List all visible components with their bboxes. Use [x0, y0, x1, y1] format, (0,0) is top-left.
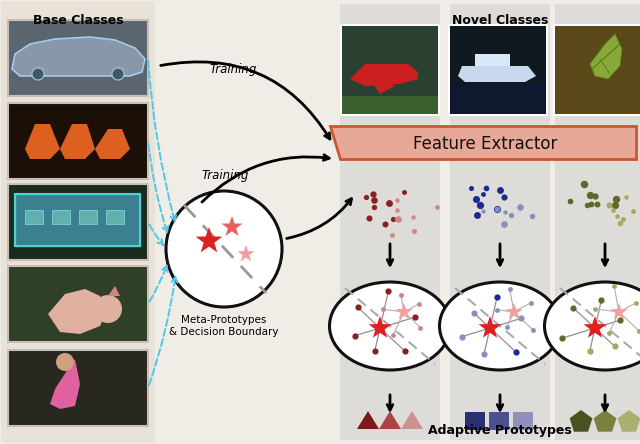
Polygon shape	[50, 359, 80, 409]
Polygon shape	[611, 303, 628, 319]
Circle shape	[94, 295, 122, 323]
Polygon shape	[570, 410, 593, 432]
Polygon shape	[221, 216, 243, 236]
FancyBboxPatch shape	[106, 210, 124, 224]
Polygon shape	[506, 303, 522, 319]
Polygon shape	[401, 411, 423, 429]
FancyBboxPatch shape	[342, 26, 438, 114]
Polygon shape	[369, 316, 392, 338]
FancyBboxPatch shape	[448, 24, 548, 116]
FancyBboxPatch shape	[8, 266, 148, 342]
Polygon shape	[584, 316, 607, 338]
Polygon shape	[350, 64, 418, 86]
FancyBboxPatch shape	[15, 194, 140, 246]
Polygon shape	[237, 245, 255, 261]
FancyBboxPatch shape	[342, 96, 438, 114]
FancyBboxPatch shape	[450, 4, 550, 440]
Text: Novel Classes: Novel Classes	[452, 14, 548, 27]
Text: Training: Training	[202, 170, 250, 182]
Ellipse shape	[545, 282, 640, 370]
Text: Training: Training	[210, 63, 257, 75]
FancyBboxPatch shape	[8, 350, 148, 426]
Polygon shape	[48, 289, 108, 334]
Text: Base Classes: Base Classes	[33, 14, 124, 27]
Ellipse shape	[440, 282, 561, 370]
Polygon shape	[370, 79, 395, 94]
FancyBboxPatch shape	[475, 54, 510, 66]
Polygon shape	[479, 316, 501, 338]
FancyBboxPatch shape	[465, 412, 485, 430]
Ellipse shape	[330, 282, 451, 370]
FancyBboxPatch shape	[8, 103, 148, 179]
Text: Feature Extractor: Feature Extractor	[413, 135, 557, 153]
FancyBboxPatch shape	[79, 210, 97, 224]
Polygon shape	[196, 227, 222, 252]
FancyBboxPatch shape	[553, 24, 640, 116]
FancyBboxPatch shape	[340, 4, 440, 440]
Polygon shape	[618, 410, 640, 432]
Polygon shape	[25, 124, 60, 159]
FancyBboxPatch shape	[1, 1, 155, 443]
Text: Adaptive Prototypes: Adaptive Prototypes	[428, 424, 572, 437]
FancyBboxPatch shape	[513, 412, 533, 430]
FancyBboxPatch shape	[52, 210, 70, 224]
Polygon shape	[379, 411, 401, 429]
FancyBboxPatch shape	[25, 210, 43, 224]
Polygon shape	[108, 286, 120, 296]
Text: Meta-Prototypes
& Decision Boundary: Meta-Prototypes & Decision Boundary	[169, 315, 279, 337]
FancyBboxPatch shape	[8, 20, 148, 96]
FancyBboxPatch shape	[555, 26, 640, 114]
Polygon shape	[396, 303, 413, 319]
Circle shape	[32, 68, 44, 80]
FancyBboxPatch shape	[8, 184, 148, 260]
Circle shape	[112, 68, 124, 80]
FancyBboxPatch shape	[340, 24, 440, 116]
FancyBboxPatch shape	[489, 412, 509, 430]
Circle shape	[56, 353, 74, 371]
FancyBboxPatch shape	[450, 26, 546, 114]
Circle shape	[166, 191, 282, 307]
Polygon shape	[458, 66, 536, 82]
FancyBboxPatch shape	[555, 4, 640, 440]
Polygon shape	[12, 37, 145, 76]
Polygon shape	[357, 411, 379, 429]
Polygon shape	[593, 410, 616, 432]
Polygon shape	[60, 124, 95, 159]
Polygon shape	[95, 129, 130, 159]
Polygon shape	[330, 126, 636, 159]
FancyBboxPatch shape	[450, 82, 546, 114]
Polygon shape	[590, 34, 622, 79]
